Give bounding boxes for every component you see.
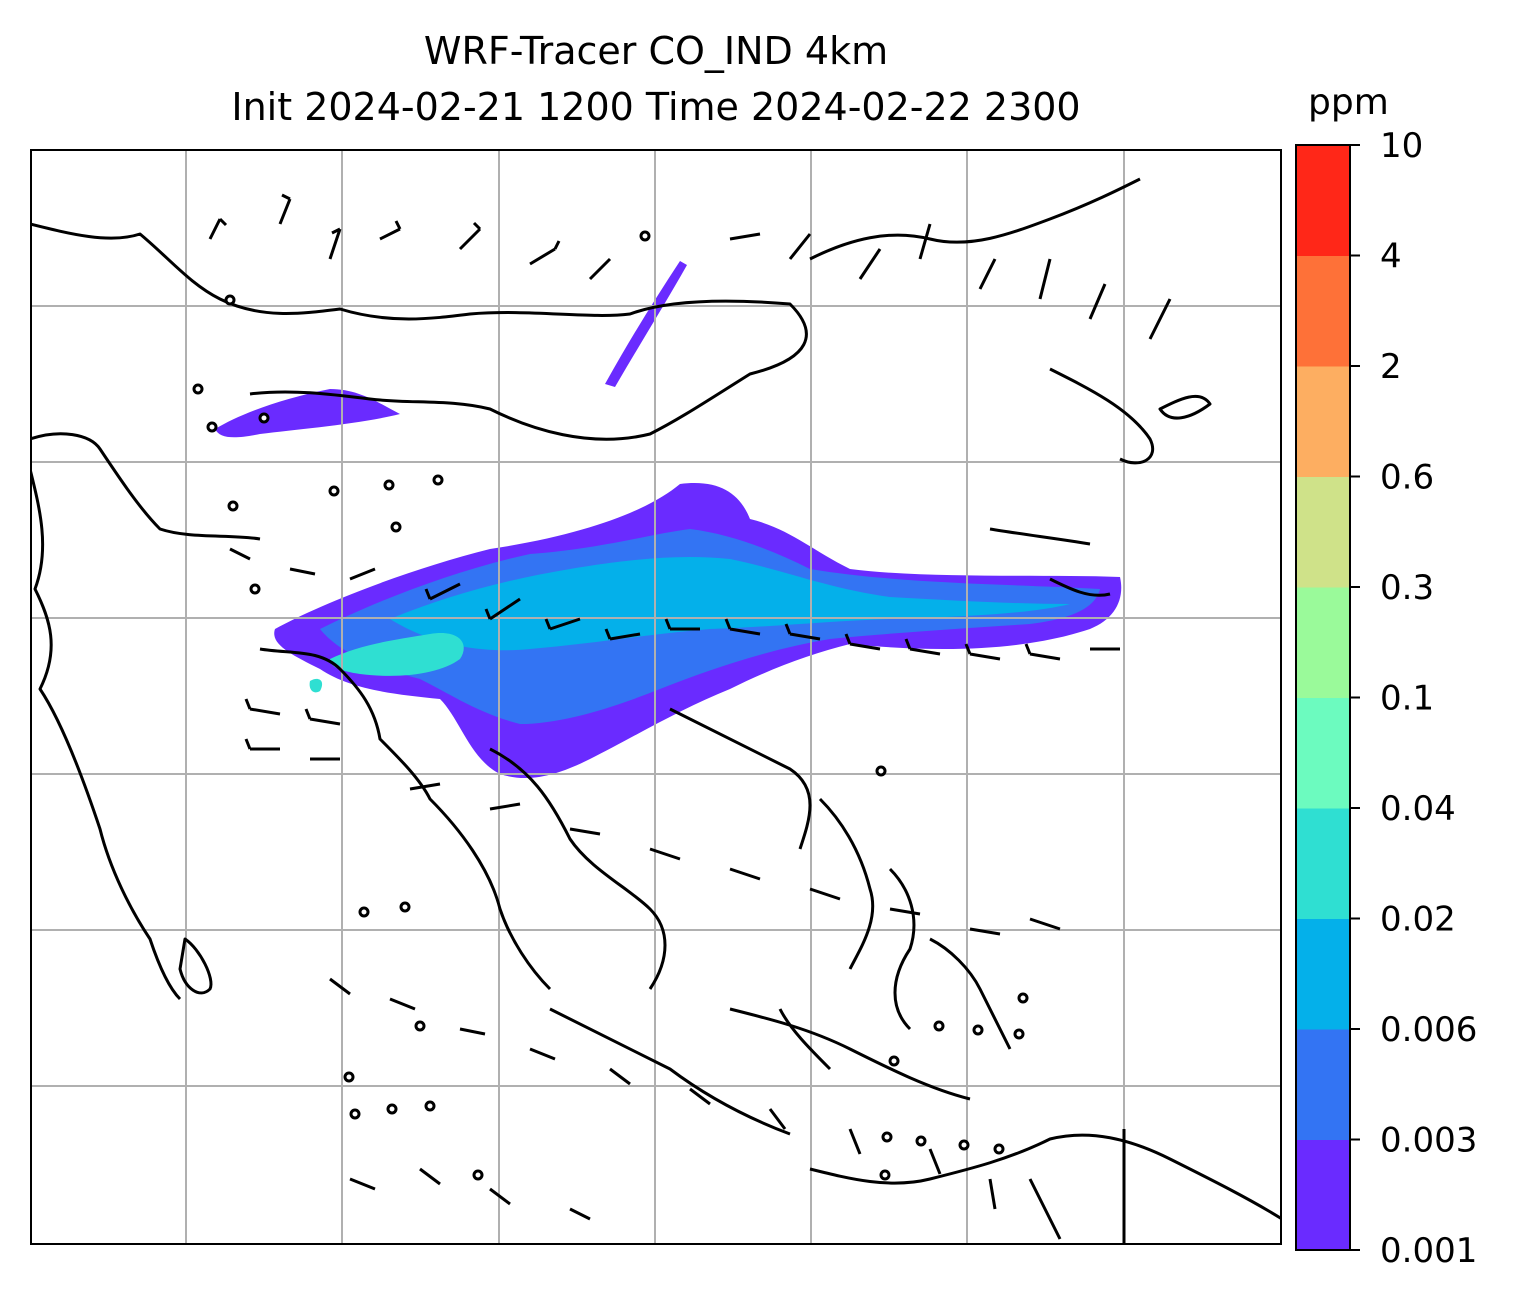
colorbar-tick-label: 0.001 — [1380, 1231, 1477, 1271]
colorbar-tick-label: 0.6 — [1380, 458, 1434, 498]
colorbar-tick-label: 0.006 — [1380, 1010, 1477, 1050]
coastlines — [30, 177, 1282, 1245]
map-title-line1: WRF-Tracer CO_IND 4km — [423, 29, 889, 73]
calm-wind-circles — [192, 230, 1029, 1181]
wind-barbs — [208, 193, 1172, 1221]
colorbar-swatch — [1296, 697, 1350, 809]
colorbar-tick-label: 0.04 — [1380, 789, 1456, 829]
colorbar-tick-label: 0.1 — [1380, 679, 1434, 719]
colorbar-tick-label: 0.02 — [1380, 900, 1456, 940]
colorbar-tick-label: 10 — [1380, 126, 1423, 166]
colorbar-swatch — [1296, 255, 1350, 367]
colorbar-swatch — [1296, 587, 1350, 698]
colorbar-tick-label: 0.3 — [1380, 568, 1434, 608]
colorbar-swatch — [1296, 366, 1350, 477]
colorbar-swatch — [1296, 1029, 1350, 1140]
colorbar-swatch — [1296, 145, 1350, 256]
colorbar-tick-label: 4 — [1380, 237, 1402, 277]
colorbar-swatch — [1296, 476, 1350, 588]
colorbar-swatch — [1296, 918, 1350, 1030]
map-title-line2: Init 2024-02-21 1200 Time 2024-02-22 230… — [231, 85, 1081, 129]
map-frame — [30, 149, 1282, 1245]
colorbar-swatch — [1296, 808, 1350, 919]
colorbar-swatch — [1296, 1139, 1350, 1251]
colorbar-tick-label: 0.003 — [1380, 1121, 1477, 1161]
colorbar-unit-label: ppm — [1308, 82, 1389, 123]
colorbar: 0.001 0.003 0.006 0.02 0.04 0.1 0.3 0.6 2 4 10 — [1295, 126, 1477, 1271]
colorbar-tick-label: 2 — [1380, 347, 1402, 387]
map-panel — [30, 149, 1282, 1245]
lat-lon-grid — [30, 149, 1282, 1245]
